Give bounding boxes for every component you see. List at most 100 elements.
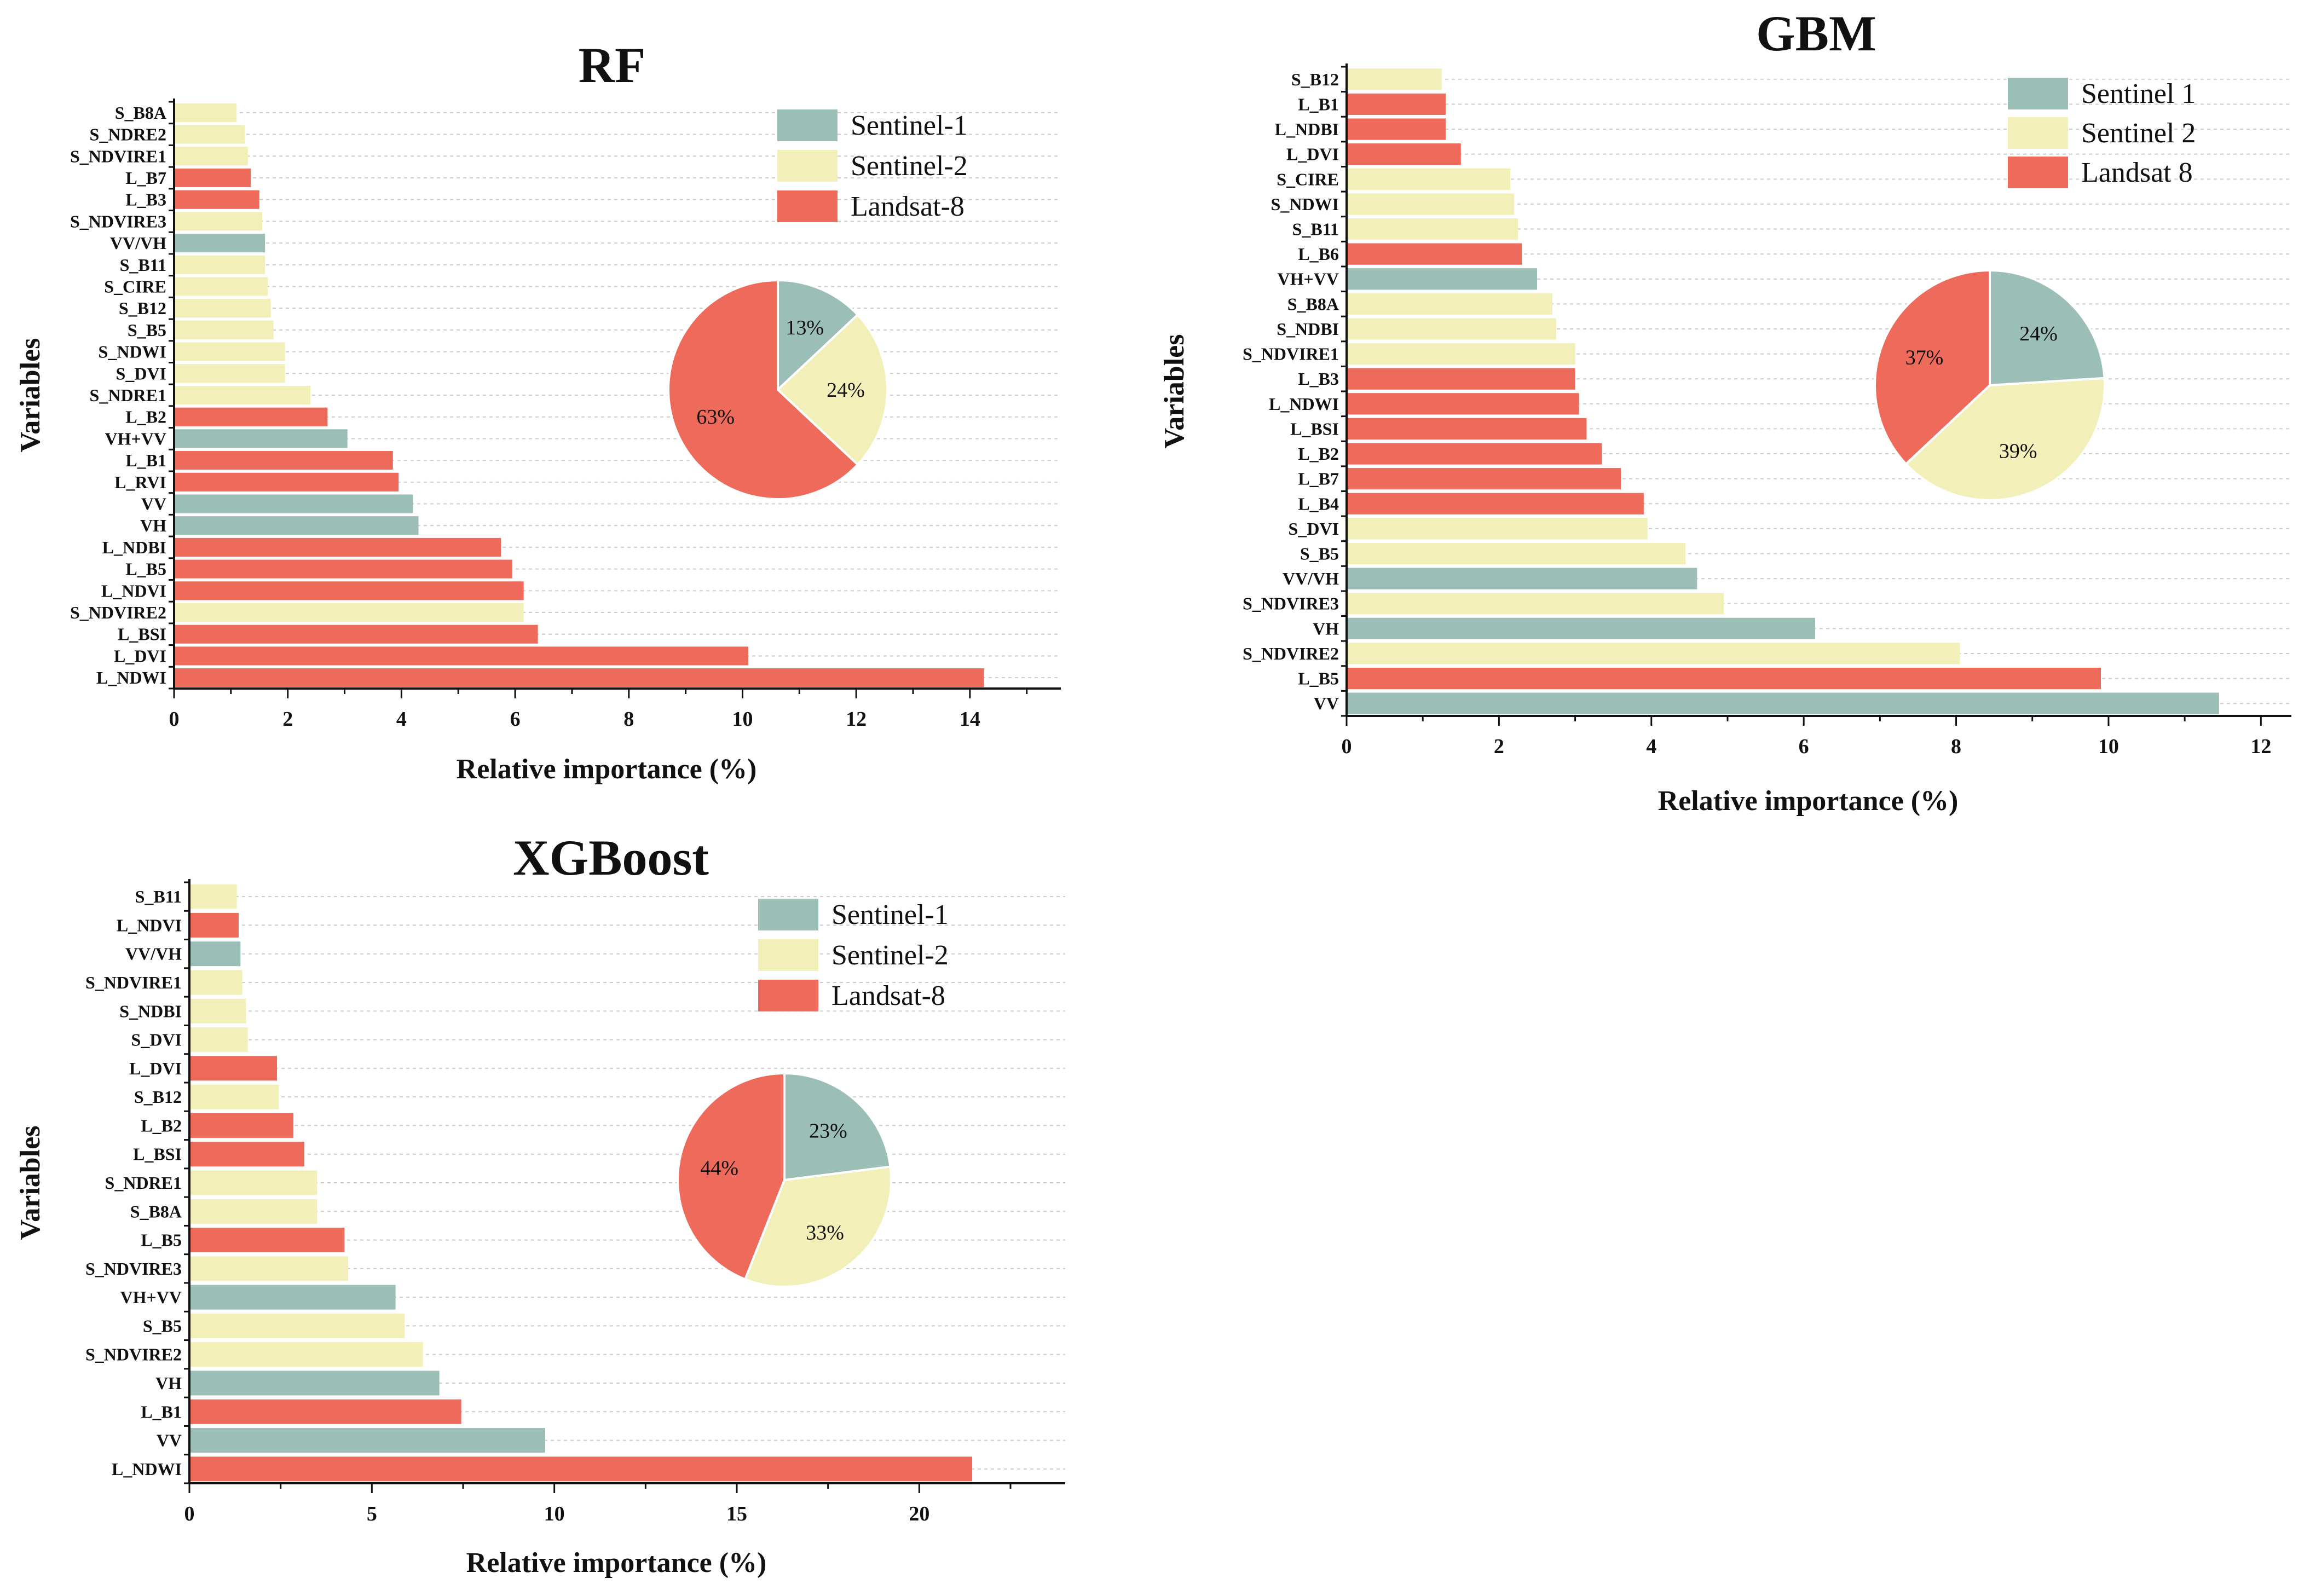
gbm-category-label: S_CIRE (1277, 169, 1339, 189)
gbm-category-label: VH (1313, 618, 1339, 638)
gbm-category-label: S_NDVIRE2 (1243, 644, 1339, 663)
gbm-pie-label: 24% (2019, 322, 2058, 345)
gbm-pie-label: 39% (1999, 440, 2037, 462)
rf-bar-vv (174, 494, 413, 513)
xgb-category-label: S_NDRE1 (105, 1173, 182, 1193)
gbm-bar-l-dvi (1347, 143, 1461, 165)
gbm-x-tick-label: 8 (1951, 735, 1961, 758)
gbm-category-label: L_DVI (1286, 144, 1339, 164)
rf-category-label: S_B11 (120, 255, 166, 275)
xgb-category-label: L_B2 (141, 1115, 182, 1135)
gbm-category-label: S_NDVIRE3 (1243, 594, 1339, 614)
xgb-bar-vv-vh (189, 941, 241, 967)
xgb-bar-s-ndre1 (189, 1170, 317, 1195)
rf-bar-s-ndvire1 (174, 147, 248, 166)
xgb-x-tick-label: 5 (367, 1502, 377, 1525)
xgb-bar-s-b8a (189, 1199, 317, 1224)
rf-x-tick-label: 12 (846, 708, 867, 731)
rf-category-label: L_NDVI (101, 581, 166, 600)
rf-category-label: S_B12 (119, 298, 166, 318)
xgb-pie-slice-landsat-8 (677, 1072, 786, 1281)
rf-bar-l-b1 (174, 451, 393, 470)
xgb-category-label: S_NDVIRE3 (85, 1259, 182, 1279)
xgb-legend-swatch-sentinel-1 (758, 899, 818, 930)
gbm-bar-s-b5 (1347, 542, 1686, 565)
rf-category-label: S_CIRE (104, 276, 166, 296)
gbm-x-axis-label: Relative importance (%) (1658, 785, 1959, 817)
gbm-category-label: S_B12 (1291, 70, 1339, 89)
rf-bar-s-cire (174, 277, 268, 296)
rf-pie-slice-landsat-8 (667, 279, 859, 500)
xgb-bar-l-ndwi (189, 1456, 972, 1482)
xgb-x-axis-label: Relative importance (%) (466, 1547, 767, 1578)
gbm-bar-l-ndwi (1347, 393, 1579, 415)
xgb-x-tick-label: 20 (909, 1502, 929, 1525)
gbm-bar-s-dvi (1347, 518, 1648, 540)
rf-category-label: VH (140, 516, 166, 535)
gbm-x-tick-label: 6 (1799, 735, 1809, 758)
xgb-category-label: L_B5 (141, 1230, 182, 1250)
gbm-category-label: L_NDBI (1275, 119, 1339, 139)
rf-bar-l-dvi (174, 646, 748, 666)
rf-category-label: S_B5 (128, 320, 166, 340)
gbm-pie-slice-landsat-8 (1874, 269, 1991, 466)
xgb-pie-label: 33% (806, 1222, 844, 1245)
xgb-bar-l-ndvi (189, 912, 239, 938)
rf-category-label: L_NDBI (102, 537, 166, 557)
xgb-bar-vh-vv (189, 1285, 396, 1310)
xgb-x-tick-label: 10 (544, 1502, 565, 1525)
rf-category-label: S_B8A (115, 103, 166, 123)
gbm-bar-vh (1347, 617, 1816, 639)
xgb-category-label: VV/VH (125, 944, 182, 964)
xgb-bar-l-dvi (189, 1056, 277, 1081)
xgb-pie-label: 44% (700, 1156, 738, 1179)
xgb-category-label: S_NDBI (119, 1001, 182, 1021)
xgb-category-label: VH+VV (120, 1287, 182, 1307)
rf-bar-vh (174, 516, 419, 535)
rf-y-axis-label: Variables (15, 338, 46, 453)
rf-category-label: S_NDRE2 (90, 125, 166, 144)
rf-legend-label: Landsat-8 (851, 191, 965, 222)
xgb-pie-slice-sentinel-1 (783, 1072, 892, 1182)
xgb-category-label: S_NDVIRE2 (85, 1345, 182, 1364)
xgb-category-label: S_B5 (143, 1316, 182, 1335)
rf-category-label: L_DVI (114, 646, 166, 666)
gbm-bar-l-b4 (1347, 493, 1644, 514)
xgb-bar-s-b11 (189, 884, 237, 909)
gbm-category-label: L_B3 (1298, 369, 1339, 389)
gbm-category-label: L_B4 (1298, 494, 1339, 513)
xgb-bar-l-b5 (189, 1228, 345, 1253)
gbm-legend-label: Landsat 8 (2081, 157, 2193, 188)
rf-legend-label: Sentinel-2 (851, 151, 968, 182)
xgb-category-label: VH (155, 1373, 182, 1393)
rf-bar-vv-vh (174, 234, 265, 253)
rf-category-label: L_B2 (125, 407, 166, 427)
gbm-bar-s-b12 (1347, 68, 1442, 90)
rf-bar-s-ndvire3 (174, 212, 262, 231)
xgb-pie: 23% 33% 44% (677, 1072, 892, 1288)
gbm-bar-vv (1347, 692, 2219, 714)
gbm-legend: Sentinel 1 Sentinel 2 Landsat 8 (2008, 78, 2196, 188)
gbm-legend-swatch-landsat-8 (2008, 157, 2068, 188)
gbm-category-label: S_NDBI (1277, 319, 1339, 339)
rf-legend-swatch-landsat-8 (777, 190, 838, 222)
rf-bar-l-b3 (174, 190, 259, 209)
rf-bar-l-ndbi (174, 537, 501, 557)
rf-x-tick-label: 4 (396, 708, 407, 731)
xgb-legend: Sentinel-1 Sentinel-2 Landsat-8 (758, 899, 949, 1011)
rf-category-label: L_RVI (114, 472, 166, 492)
rf-x-tick-label: 14 (960, 708, 980, 731)
rf-category-label: VH+VV (105, 429, 166, 448)
gbm-x-tick-label: 2 (1494, 735, 1504, 758)
gbm-category-label: L_B1 (1298, 94, 1339, 114)
rf-category-label: L_B1 (125, 450, 166, 470)
gbm-bar-s-ndbi (1347, 318, 1556, 340)
gbm-category-label: S_B11 (1292, 219, 1339, 239)
rf-bar-l-ndvi (174, 581, 524, 600)
rf-x-tick-label: 10 (732, 708, 753, 731)
gbm-bar-l-b6 (1347, 243, 1522, 265)
xgb-category-label: S_DVI (131, 1030, 182, 1050)
gbm-bar-l-b2 (1347, 443, 1602, 465)
gbm-bar-l-b1 (1347, 93, 1446, 115)
xgb-category-label: L_B1 (141, 1402, 182, 1421)
